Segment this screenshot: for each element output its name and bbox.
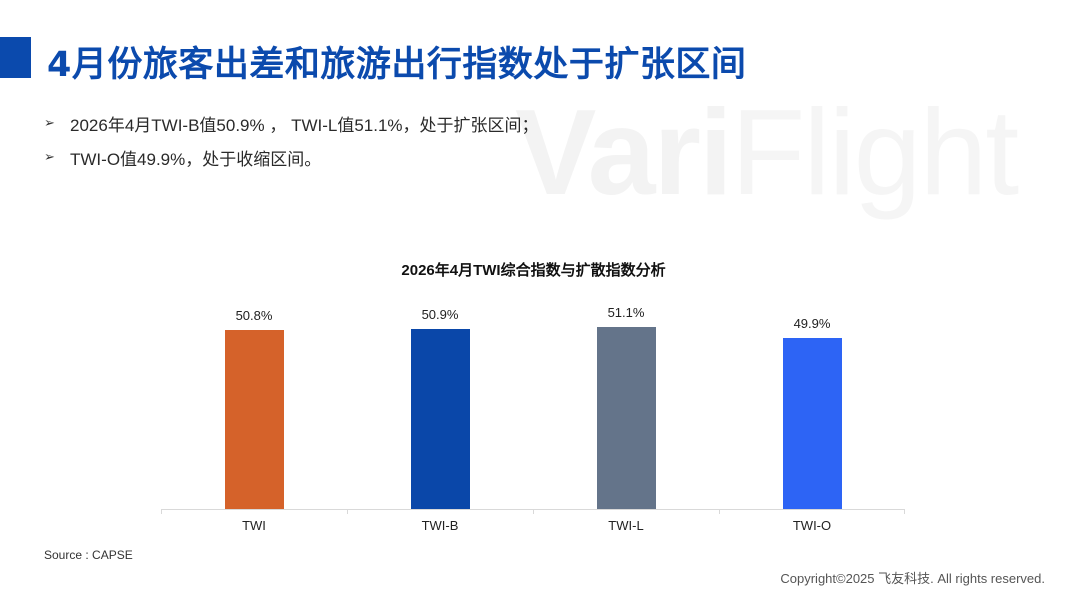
x-axis-category-label: TWI: [242, 518, 266, 533]
x-axis-tick: [161, 509, 162, 514]
x-axis-tick: [719, 509, 720, 514]
page-title: 4月份旅客出差和旅游出行指数处于扩张区间: [47, 45, 747, 85]
bar-chart-plot-area: 50.8% 50.9% 51.1% 49.9%: [161, 280, 905, 509]
chart-title: 2026年4月TWI综合指数与扩散指数分析: [401, 262, 666, 279]
x-axis-tick: [904, 509, 905, 514]
arrow-bullet-icon: ➢: [44, 149, 55, 164]
x-axis-category-label: TWI-L: [608, 518, 644, 533]
bullet-item: ➢ 2026年4月TWI-B值50.9% ， TWI-L值51.1%，处于扩张区…: [44, 115, 539, 135]
title-accent-block: [0, 37, 31, 78]
x-axis-tick: [347, 509, 348, 514]
summary-bullets: ➢ 2026年4月TWI-B值50.9% ， TWI-L值51.1%，处于扩张区…: [44, 106, 539, 174]
bar-twi: [224, 330, 284, 509]
x-axis-category-label: TWI-O: [792, 518, 832, 533]
x-axis-tick: [533, 509, 534, 514]
data-label: 51.1%: [607, 305, 645, 321]
data-label: 50.8%: [235, 308, 273, 323]
copyright-notice: Copyright©2025 飞友科技. All rights reserved…: [780, 571, 1045, 586]
variflight-watermark: VariFlight: [515, 84, 1019, 220]
bar-twi-o: [782, 338, 842, 509]
bullet-item: ➢ TWI-O值49.9%，处于收缩区间。: [44, 149, 322, 169]
data-label: 49.9%: [793, 316, 831, 332]
source-note: Source : CAPSE: [44, 548, 133, 562]
data-label: 50.9%: [421, 307, 459, 323]
bar-twi-l: [596, 327, 656, 509]
x-axis-category-label: TWI-B: [421, 518, 459, 533]
bar-twi-b: [410, 329, 470, 509]
arrow-bullet-icon: ➢: [44, 115, 55, 130]
